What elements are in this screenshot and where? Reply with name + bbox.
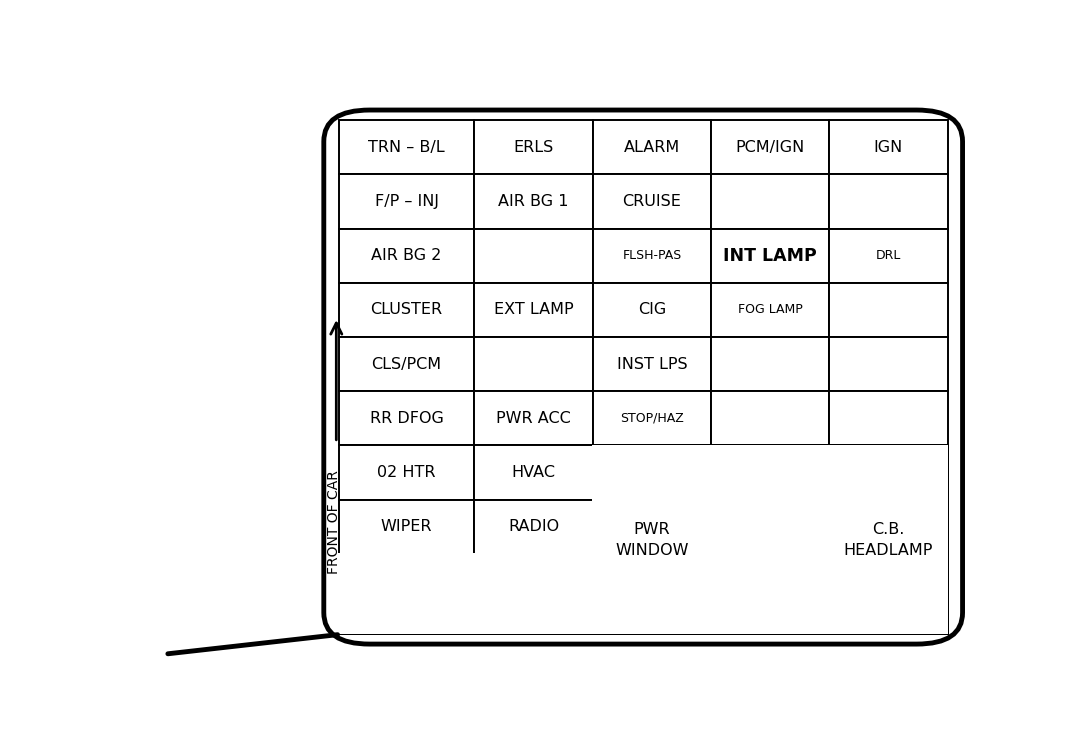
Text: PWR
WINDOW: PWR WINDOW — [615, 522, 689, 558]
Bar — [830, 445, 948, 634]
Bar — [710, 445, 830, 634]
Bar — [830, 499, 948, 554]
Text: TRN – B/L: TRN – B/L — [368, 140, 445, 155]
Bar — [475, 174, 593, 229]
Text: RR DFOG: RR DFOG — [370, 411, 443, 426]
Text: EXT LAMP: EXT LAMP — [494, 302, 574, 317]
Text: FLSH-PAS: FLSH-PAS — [622, 249, 681, 262]
Text: F/P – INJ: F/P – INJ — [374, 194, 439, 209]
Bar — [339, 554, 475, 634]
Bar — [711, 554, 830, 634]
Text: CLS/PCM: CLS/PCM — [371, 356, 442, 372]
Bar — [593, 229, 711, 283]
Text: IGN: IGN — [874, 140, 903, 155]
Bar — [711, 499, 830, 554]
Bar — [593, 337, 711, 391]
Bar — [339, 283, 475, 337]
Bar — [339, 391, 475, 445]
Bar — [339, 554, 593, 634]
Bar — [711, 174, 830, 229]
Bar — [711, 229, 830, 283]
Text: CIG: CIG — [638, 302, 666, 317]
Text: ALARM: ALARM — [624, 140, 680, 155]
Bar — [475, 445, 593, 499]
Text: CRUISE: CRUISE — [622, 194, 681, 209]
Bar — [830, 337, 948, 391]
Text: PCM/IGN: PCM/IGN — [736, 140, 805, 155]
Text: INT LAMP: INT LAMP — [723, 247, 817, 265]
Text: INST LPS: INST LPS — [617, 356, 688, 372]
Bar — [830, 391, 948, 445]
Bar — [711, 391, 830, 445]
Text: FOG LAMP: FOG LAMP — [738, 304, 803, 316]
Text: AIR BG 2: AIR BG 2 — [371, 248, 442, 263]
Bar — [593, 445, 711, 634]
Text: AIR BG 1: AIR BG 1 — [498, 194, 569, 209]
Bar — [711, 283, 830, 337]
Bar — [339, 174, 475, 229]
Bar — [830, 283, 948, 337]
Bar — [593, 283, 711, 337]
Bar — [830, 445, 948, 499]
Text: CLUSTER: CLUSTER — [370, 302, 442, 317]
Bar — [830, 120, 948, 174]
Bar — [475, 283, 593, 337]
Bar — [711, 445, 830, 499]
Bar — [830, 554, 948, 634]
Bar — [339, 445, 475, 499]
Text: C.B.
HEADLAMP: C.B. HEADLAMP — [844, 522, 933, 558]
Bar — [475, 391, 593, 445]
Text: DRL: DRL — [876, 249, 901, 262]
Bar — [829, 445, 948, 634]
Bar — [830, 174, 948, 229]
Bar — [593, 554, 711, 634]
Text: STOP/HAZ: STOP/HAZ — [620, 412, 683, 425]
Bar — [711, 445, 830, 634]
Text: FRONT OF CAR: FRONT OF CAR — [327, 471, 341, 574]
Bar — [338, 554, 594, 634]
Bar — [339, 229, 475, 283]
Bar — [339, 337, 475, 391]
Bar — [593, 445, 711, 499]
Bar — [592, 445, 712, 634]
Bar — [475, 120, 593, 174]
Bar — [475, 554, 593, 634]
Bar — [339, 499, 475, 554]
Bar — [593, 120, 711, 174]
Bar — [593, 499, 711, 554]
Bar — [475, 229, 593, 283]
Bar — [475, 499, 593, 554]
Bar — [339, 120, 475, 174]
Bar — [830, 229, 948, 283]
Text: 02 HTR: 02 HTR — [378, 465, 436, 480]
Bar — [711, 337, 830, 391]
Text: HVAC: HVAC — [511, 465, 555, 480]
Text: PWR ACC: PWR ACC — [496, 411, 571, 426]
Bar — [593, 391, 711, 445]
Text: WIPER: WIPER — [381, 519, 433, 534]
Text: RADIO: RADIO — [508, 519, 560, 534]
Bar — [475, 337, 593, 391]
Text: ERLS: ERLS — [513, 140, 554, 155]
Bar — [593, 174, 711, 229]
Bar — [711, 120, 830, 174]
